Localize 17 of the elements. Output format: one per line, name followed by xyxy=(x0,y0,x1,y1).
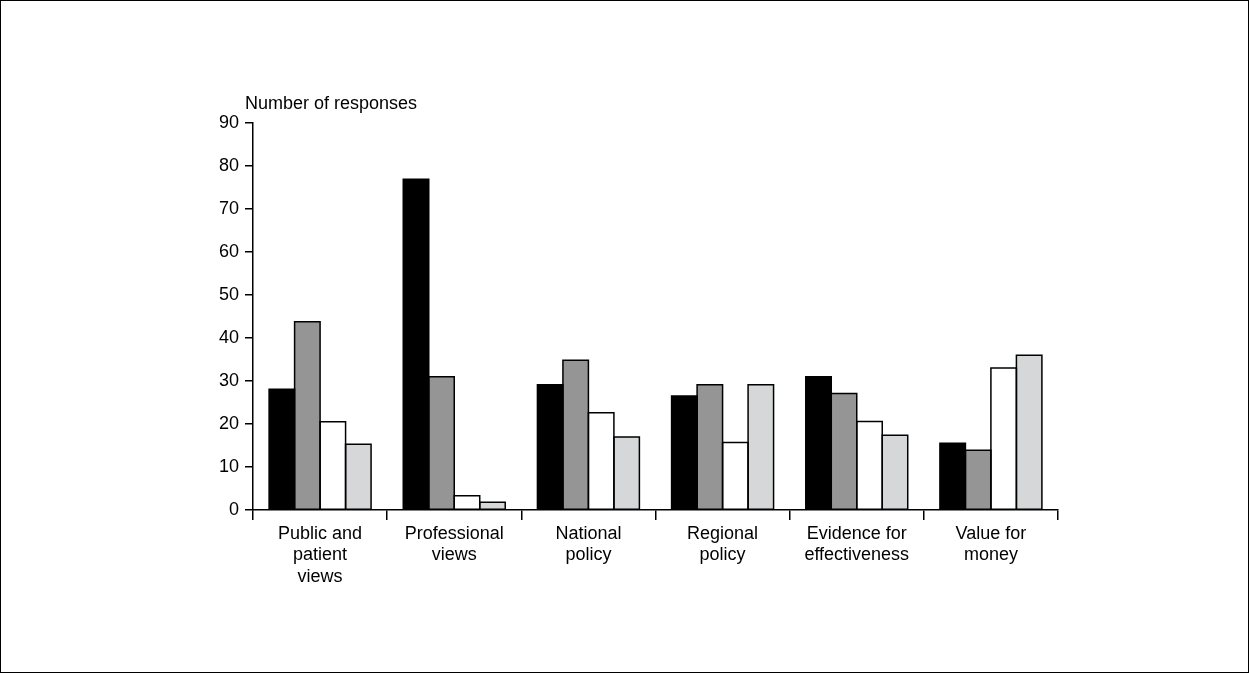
y-tick-label: 10 xyxy=(218,455,239,476)
x-tick-label: Public and patient views xyxy=(278,522,363,586)
y-tick-label: 30 xyxy=(218,369,239,390)
y-tick-label: 70 xyxy=(218,197,239,218)
y-tick-label: 20 xyxy=(218,412,239,433)
x-tick-label: Value for money xyxy=(955,522,1027,565)
x-tick-label: Professional views xyxy=(404,522,504,565)
y-tick-label: 50 xyxy=(218,283,239,304)
x-tick-label: Regional policy xyxy=(687,522,759,565)
y-tick-label: 40 xyxy=(218,326,239,347)
y-axis-title: Number of responses xyxy=(245,92,418,113)
x-tick-label: National policy xyxy=(555,522,622,565)
y-tick-label: 80 xyxy=(218,154,239,175)
x-tick-label: Evidence for effectiveness xyxy=(804,522,910,565)
y-tick-label: 90 xyxy=(218,111,239,132)
y-tick-label: 60 xyxy=(218,240,239,261)
y-tick-label: 0 xyxy=(228,498,239,519)
